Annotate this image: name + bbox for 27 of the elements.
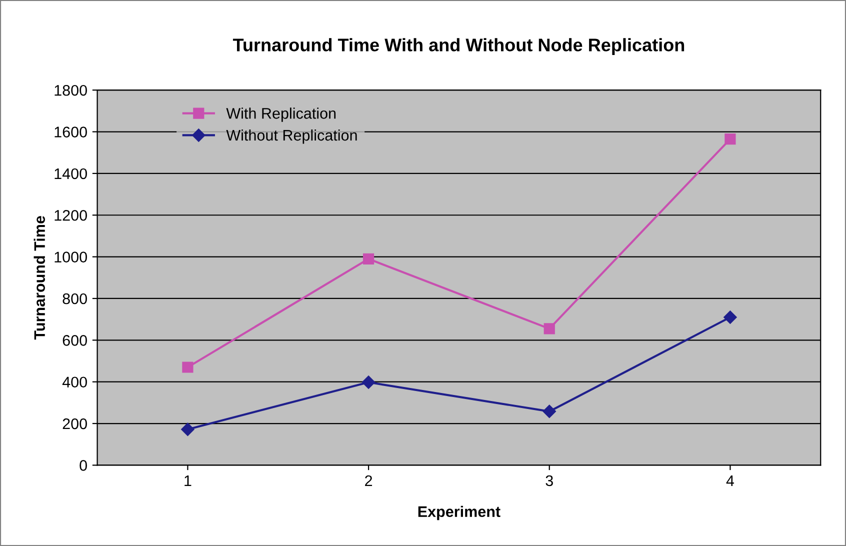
y-tick-label: 1000 [54,252,87,262]
y-tick-label: 600 [62,335,87,346]
y-axis-title: Turnaround Time [34,216,46,340]
legend-label: With Replication [226,108,336,122]
y-tick-label: 400 [62,376,87,388]
y-tick-label: 0 [80,460,87,471]
point [724,310,737,324]
x-tick-label: 2 [365,475,372,486]
y-tick-label: 200 [62,418,87,430]
chart-title: Turnaround Time With and Without Node Replication [232,38,684,55]
y-tick-label: 1600 [54,126,87,138]
legend-label: Without Replication [226,129,357,144]
y-tick-label: 1200 [54,210,87,221]
point [724,134,736,145]
y-tick-label: 1800 [54,84,87,96]
x-axis-title: Experiment [418,506,500,520]
point [181,422,194,436]
x-tick-label: 1 [184,475,192,486]
y-tick-label: 1400 [54,168,87,180]
y-tick-label: 800 [62,293,87,304]
point [182,362,194,373]
point [544,323,555,334]
point [362,376,376,389]
point [542,404,556,418]
x-tick-label: 4 [726,475,734,486]
x-tick-label: 3 [546,475,553,486]
point [362,253,374,264]
